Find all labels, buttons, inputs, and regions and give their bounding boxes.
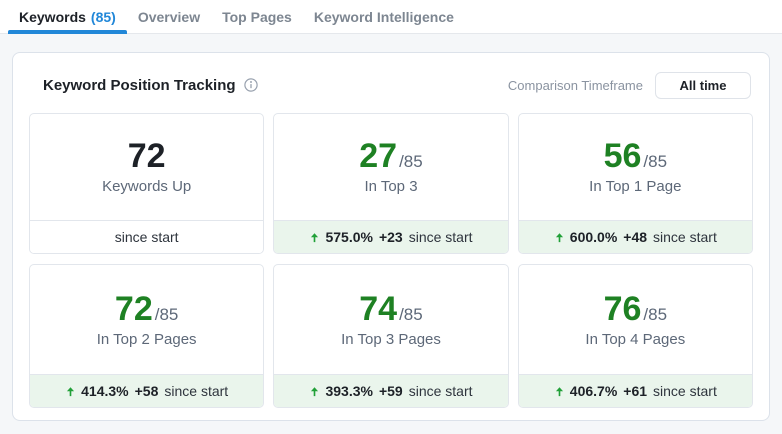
metric-value: 76 — [603, 289, 642, 328]
footer-suffix: since start — [653, 229, 717, 245]
comparison-timeframe-label: Comparison Timeframe — [507, 77, 643, 93]
footer-delta: +58 — [134, 383, 159, 399]
footer-percent: 406.7% — [569, 383, 618, 399]
up-arrow-icon — [65, 386, 76, 397]
tab-keyword-intelligence-label: Keyword Intelligence — [313, 8, 454, 25]
tab-keywords-label: Keywords — [19, 8, 86, 25]
tab-top-pages-label: Top Pages — [222, 8, 292, 25]
metric-label: In Top 1 Page — [589, 178, 682, 195]
footer-delta: +23 — [378, 229, 403, 245]
footer-suffix: since start — [164, 383, 229, 399]
metric-denominator: /85 — [154, 304, 179, 324]
metric-card-in-top-4-pages: 76 /85 In Top 4 Pages 406.7% +61 since s… — [517, 264, 753, 408]
metric-footer: 406.7% +61 since start — [518, 374, 752, 407]
metric-footer: 393.3% +59 since start — [274, 374, 508, 407]
tab-overview[interactable]: Overview — [127, 0, 211, 33]
metric-card-keywords-up: 72 Keywords Up since start — [29, 113, 265, 254]
up-arrow-icon — [309, 232, 320, 243]
footer-suffix: since start — [653, 383, 717, 399]
metric-value: 72 — [127, 137, 166, 175]
metric-body: 56 /85 In Top 1 Page — [519, 114, 752, 220]
info-icon[interactable] — [243, 78, 258, 92]
metric-footer: 600.0% +48 since start — [518, 220, 752, 253]
metric-label: In Top 3 — [364, 178, 418, 195]
up-arrow-icon — [554, 232, 565, 243]
panel-header: Keyword Position Tracking Comparison Tim… — [29, 71, 753, 99]
metric-body: 72 Keywords Up — [30, 114, 263, 220]
footer-percent: 600.0% — [569, 229, 618, 245]
tab-keywords-count: (85) — [90, 8, 116, 25]
panel-title: Keyword Position Tracking — [43, 76, 236, 94]
metric-card-in-top-1-page: 56 /85 In Top 1 Page 600.0% +48 since st… — [517, 113, 753, 254]
metric-footer: 575.0% +23 since start — [274, 220, 508, 253]
up-arrow-icon — [309, 386, 320, 397]
metric-value: 27 — [359, 137, 398, 175]
footer-delta: +59 — [378, 383, 403, 399]
footer-percent: 393.3% — [325, 383, 373, 399]
up-arrow-icon — [554, 386, 565, 397]
tab-bar: Keywords (85) Overview Top Pages Keyword… — [0, 0, 782, 34]
footer-suffix: since start — [408, 229, 473, 245]
metric-card-in-top-3: 27 /85 In Top 3 575.0% +23 since start — [273, 113, 509, 254]
metric-value: 74 — [359, 289, 398, 328]
footer-text: since start — [114, 229, 179, 245]
footer-percent: 575.0% — [325, 229, 373, 245]
footer-suffix: since start — [408, 383, 473, 399]
metric-label: In Top 4 Pages — [585, 330, 686, 348]
metric-value: 72 — [114, 289, 153, 328]
metric-denominator: /85 — [643, 304, 668, 324]
metric-label: In Top 2 Pages — [96, 330, 197, 348]
metric-body: 76 /85 In Top 4 Pages — [519, 265, 752, 374]
metric-label: In Top 3 Pages — [341, 330, 441, 348]
tab-keyword-intelligence[interactable]: Keyword Intelligence — [303, 0, 465, 33]
comparison-timeframe: Comparison Timeframe All time — [507, 71, 751, 99]
metric-denominator: /85 — [399, 152, 423, 171]
metric-value: 56 — [603, 137, 642, 175]
metric-footer: 414.3% +58 since start — [30, 374, 264, 407]
metric-body: 27 /85 In Top 3 — [274, 114, 507, 220]
metric-denominator: /85 — [643, 152, 668, 171]
metric-card-in-top-3-pages: 74 /85 In Top 3 Pages 393.3% +59 since s… — [273, 264, 509, 408]
metrics-grid: 72 Keywords Up since start 27 /85 In Top… — [29, 113, 753, 408]
footer-percent: 414.3% — [81, 383, 129, 399]
tab-top-pages[interactable]: Top Pages — [211, 0, 303, 33]
footer-delta: +61 — [623, 383, 648, 399]
footer-delta: +48 — [623, 229, 648, 245]
keyword-position-tracking-panel: Keyword Position Tracking Comparison Tim… — [12, 52, 770, 421]
tab-overview-label: Overview — [137, 8, 201, 25]
metric-body: 72 /85 In Top 2 Pages — [30, 265, 263, 374]
metric-footer: since start — [30, 220, 264, 253]
timeframe-select-button[interactable]: All time — [655, 71, 751, 99]
metric-card-in-top-2-pages: 72 /85 In Top 2 Pages 414.3% +58 since s… — [29, 264, 265, 408]
tab-keywords[interactable]: Keywords (85) — [8, 0, 127, 34]
metric-label: Keywords Up — [102, 178, 192, 195]
timeframe-value: All time — [679, 77, 727, 93]
metric-body: 74 /85 In Top 3 Pages — [274, 265, 507, 374]
metric-denominator: /85 — [399, 304, 423, 324]
